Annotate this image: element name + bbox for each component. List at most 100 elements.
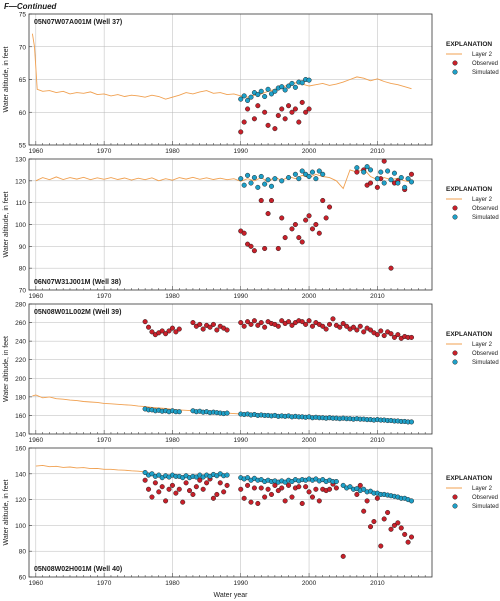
observed-point: [166, 328, 172, 334]
observed-point: [251, 318, 257, 324]
observed-point: [289, 109, 295, 115]
simulated-point: [262, 94, 268, 100]
observed-point: [385, 509, 391, 516]
x-tick-label: 1970: [97, 293, 112, 300]
observed-point: [142, 319, 148, 325]
y-tick-label: 110: [16, 200, 27, 207]
simulated-point: [286, 83, 292, 89]
observed-point: [361, 508, 367, 514]
simulated-point: [245, 97, 251, 103]
chart-panel-2: 70 80 90 100 110 120 130 1960 1970 1980 1990 2000 20…: [3, 157, 499, 301]
legend-simulated-label: Simulated: [472, 360, 499, 366]
observed-point: [408, 171, 415, 177]
simulated-point: [142, 469, 148, 476]
simulated-point: [272, 176, 278, 182]
legend-simulated-swatch: [452, 214, 458, 220]
x-tick-label: 2000: [302, 580, 317, 587]
y-axis-label: Water altitude, in feet: [3, 336, 10, 402]
observed-point: [176, 326, 182, 332]
simulated-point: [395, 180, 401, 186]
legend: EXPLANATION Layer 2 Observed Simulated: [446, 41, 499, 76]
simulated-point: [245, 475, 251, 481]
observed-point: [241, 230, 247, 236]
observed-point: [149, 329, 155, 335]
observed-point: [279, 318, 285, 324]
simulated-point: [408, 179, 415, 185]
observed-point: [306, 213, 312, 219]
legend-simulated-label: Simulated: [472, 70, 499, 76]
legend: EXPLANATION Layer 2 Observed Simulated: [446, 186, 499, 221]
simulated-point: [251, 175, 257, 181]
observed-point: [210, 321, 216, 327]
x-tick-label: 1960: [29, 293, 44, 300]
observed-point: [340, 553, 346, 559]
observed-point: [344, 323, 350, 329]
y-tick-label: 160: [15, 413, 26, 420]
simulated-point: [333, 479, 339, 485]
y-tick-label: 200: [15, 376, 26, 383]
observed-point: [238, 320, 244, 326]
y-tick-label: 70: [19, 288, 27, 295]
x-tick-label: 1980: [165, 437, 180, 444]
observed-point: [275, 245, 281, 252]
observed-point: [214, 327, 220, 333]
observed-point: [327, 486, 333, 492]
observed-point: [238, 486, 244, 492]
plot-frame: [28, 158, 433, 291]
y-tick-label: 55: [19, 143, 27, 150]
observed-point: [248, 499, 254, 505]
observed-point: [299, 239, 305, 245]
y-tick-label: 240: [15, 339, 26, 346]
simulated-point: [381, 180, 387, 186]
simulated-point: [245, 172, 251, 178]
simulated-point: [385, 168, 391, 174]
legend-layer-2-label: Layer 2: [472, 197, 493, 203]
observed-point: [350, 324, 356, 330]
observed-point: [395, 520, 401, 526]
x-tick-label: 1960: [29, 148, 44, 155]
observed-point: [159, 484, 165, 490]
observed-point: [163, 331, 169, 337]
simulated-point: [262, 181, 268, 187]
simulated-point: [255, 92, 261, 98]
observed-point: [258, 197, 264, 204]
x-tick-label: 2010: [370, 148, 385, 155]
y-tick-label: 70: [19, 44, 27, 51]
simulated-point: [398, 175, 404, 181]
observed-point: [262, 494, 268, 500]
observed-point: [241, 323, 247, 329]
observed-point: [292, 106, 298, 112]
observed-point: [299, 99, 305, 105]
simulated-point: [279, 178, 285, 184]
observed-point: [163, 498, 169, 504]
observed-point: [279, 106, 285, 112]
observed-point: [197, 477, 203, 483]
observed-point: [316, 498, 322, 504]
legend-title: EXPLANATION: [446, 41, 492, 48]
observed-point: [313, 486, 319, 492]
simulated-point: [238, 96, 244, 102]
y-axis-label: Water altitude, in feet: [3, 480, 10, 546]
observed-point: [405, 539, 411, 545]
observed-point: [251, 485, 257, 491]
observed-point: [303, 217, 309, 223]
observed-point: [381, 516, 387, 522]
observed-point: [152, 480, 158, 486]
simulated-point: [296, 176, 302, 182]
simulated-point: [149, 471, 155, 477]
observed-point: [238, 129, 244, 135]
observed-point: [166, 486, 172, 492]
observed-point: [245, 482, 251, 488]
chart-panel-4: 60 80 100 120 140 160 1960 1970 1980 1990 2000 2010…: [3, 446, 499, 588]
x-axis-label: Water year: [214, 592, 249, 599]
observed-point: [169, 482, 175, 488]
observed-point: [251, 248, 257, 254]
plot-frame: [28, 13, 433, 146]
observed-point: [210, 495, 216, 501]
legend-observed-label: Observed: [472, 61, 498, 67]
observed-point: [303, 109, 309, 115]
y-tick-label: 160: [15, 446, 26, 453]
plot-frame: [28, 303, 433, 435]
observed-point: [241, 119, 247, 125]
